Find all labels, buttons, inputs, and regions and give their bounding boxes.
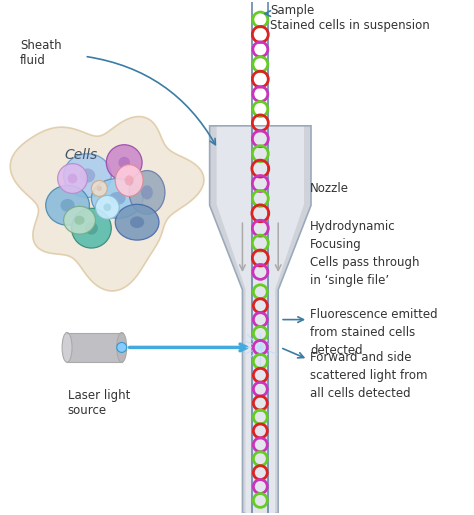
Circle shape bbox=[117, 342, 127, 352]
Ellipse shape bbox=[74, 216, 85, 225]
Ellipse shape bbox=[115, 204, 159, 240]
Text: Fluorescence emitted
from stained cells
detected: Fluorescence emitted from stained cells … bbox=[310, 307, 438, 357]
Ellipse shape bbox=[58, 164, 87, 194]
Ellipse shape bbox=[125, 175, 134, 186]
Ellipse shape bbox=[115, 165, 143, 196]
Polygon shape bbox=[210, 126, 311, 513]
Polygon shape bbox=[217, 127, 304, 513]
Text: Hydrodynamic
Focusing
Cells pass through
in ‘single file’: Hydrodynamic Focusing Cells pass through… bbox=[310, 220, 419, 287]
Ellipse shape bbox=[141, 185, 153, 199]
Ellipse shape bbox=[46, 185, 90, 225]
Ellipse shape bbox=[72, 208, 111, 248]
Ellipse shape bbox=[106, 145, 142, 180]
Ellipse shape bbox=[62, 333, 72, 363]
Ellipse shape bbox=[130, 216, 144, 228]
Ellipse shape bbox=[97, 186, 102, 191]
Text: Sheath
fluid: Sheath fluid bbox=[20, 40, 62, 67]
Ellipse shape bbox=[117, 333, 127, 363]
Ellipse shape bbox=[118, 157, 130, 168]
Ellipse shape bbox=[80, 168, 95, 183]
Ellipse shape bbox=[91, 180, 107, 196]
Text: Nozzle: Nozzle bbox=[310, 182, 349, 196]
Ellipse shape bbox=[61, 199, 75, 212]
Ellipse shape bbox=[64, 153, 111, 197]
Text: Laser light
source: Laser light source bbox=[68, 389, 130, 417]
Ellipse shape bbox=[64, 207, 95, 234]
Polygon shape bbox=[10, 116, 204, 291]
Ellipse shape bbox=[68, 174, 77, 183]
Text: Forward and side
scattered light from
all cells detected: Forward and side scattered light from al… bbox=[310, 351, 428, 400]
Text: Cells: Cells bbox=[64, 148, 98, 162]
Ellipse shape bbox=[109, 192, 126, 205]
Polygon shape bbox=[67, 333, 122, 363]
Text: Sample
Stained cells in suspension: Sample Stained cells in suspension bbox=[270, 4, 430, 31]
Ellipse shape bbox=[85, 222, 98, 235]
Ellipse shape bbox=[103, 203, 111, 211]
Ellipse shape bbox=[91, 179, 143, 218]
Ellipse shape bbox=[129, 170, 165, 214]
Ellipse shape bbox=[95, 195, 119, 219]
